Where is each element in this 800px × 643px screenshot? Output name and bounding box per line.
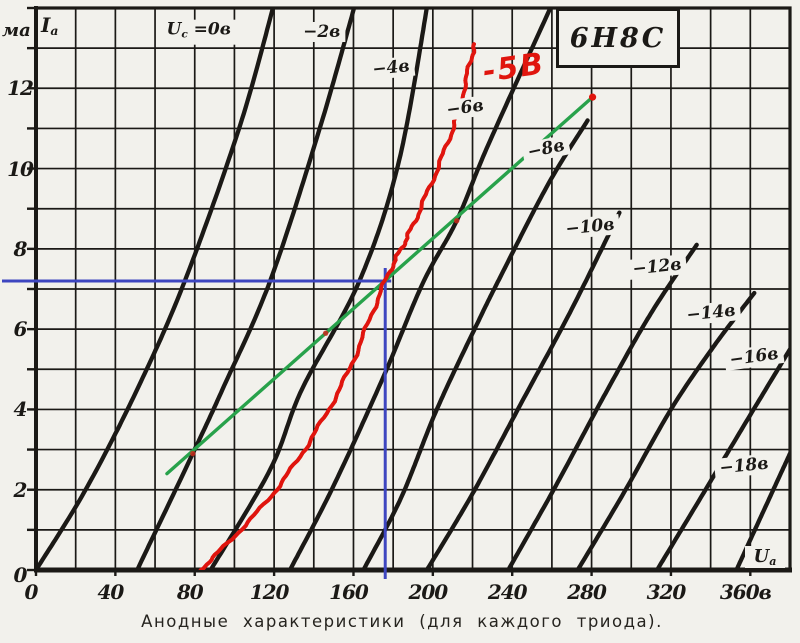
uc-rest: =0в — [187, 19, 231, 40]
curve-label-Uc=-2: −2в — [298, 22, 346, 43]
x-tick-label-160: 160 — [329, 580, 369, 604]
x-tick-label-320: 320 — [646, 580, 687, 604]
tube-type-box: 6Н8С — [556, 8, 680, 68]
x-symbol-sub: a — [769, 554, 777, 568]
curve-Uc=-14 — [575, 290, 757, 570]
y-tick-label-6: 6 — [13, 317, 28, 342]
curve-Uc=-2 — [135, 8, 357, 570]
x-tick-label-240: 240 — [487, 580, 528, 604]
x-axis-symbol-label: Ua — [745, 546, 785, 568]
curve-label-uc-0: Uc =0в — [161, 19, 236, 45]
hand-drawn-minus5v-curve — [198, 42, 477, 570]
y-axis-unit-label: ма — [2, 20, 31, 41]
y-tick-label-0: 0 — [13, 563, 28, 587]
y-tick-label-10: 10 — [7, 156, 34, 181]
x-tick-label-280: 280 — [567, 580, 607, 604]
x-tick-label-360в: 360в — [719, 580, 772, 604]
x-tick-label-0: 0 — [24, 580, 39, 604]
axis-ticks — [27, 6, 752, 576]
figure-caption: Анодные характеристики (для каждого трио… — [141, 612, 663, 631]
x-tick-label-40: 40 — [97, 580, 124, 604]
y-axis-symbol-label: Ia — [41, 13, 58, 38]
curve-Uc=-6 — [287, 8, 553, 570]
load-line-end-dot — [588, 93, 597, 101]
y-tick-label-4: 4 — [13, 397, 28, 422]
uc-sub: c — [181, 28, 188, 41]
characteristic-curves — [36, 8, 790, 570]
x-tick-label-120: 120 — [249, 580, 290, 604]
y-tick-label-8: 8 — [13, 236, 28, 261]
curve-Uc=0 — [36, 8, 276, 570]
tube-type-text: 6Н8С — [569, 22, 667, 54]
uc-symbol: U — [166, 19, 182, 40]
chart-canvas — [2, 6, 792, 579]
operating-point-crosshair — [2, 267, 392, 579]
load-line-intersection-mark-1 — [322, 330, 329, 336]
curve-Uc=-10 — [424, 210, 622, 570]
load-line-intersection-mark-2 — [453, 218, 460, 224]
curve-Uc=-8 — [361, 118, 590, 570]
curve-Uc=-4 — [208, 8, 429, 570]
y-symbol-sub: a — [50, 23, 59, 39]
y-tick-label-2: 2 — [13, 477, 28, 502]
curve-Uc=-12 — [506, 242, 699, 570]
curve-Uc=-18 — [734, 451, 790, 570]
x-symbol-main: U — [753, 546, 770, 568]
x-tick-label-200: 200 — [408, 580, 448, 604]
y-tick-label-12: 12 — [7, 76, 34, 101]
y-unit-text: ма — [2, 20, 31, 41]
load-line-intersection-mark-0 — [190, 450, 196, 457]
x-tick-label-80: 80 — [176, 580, 204, 604]
y-symbol-main: I — [41, 13, 51, 37]
